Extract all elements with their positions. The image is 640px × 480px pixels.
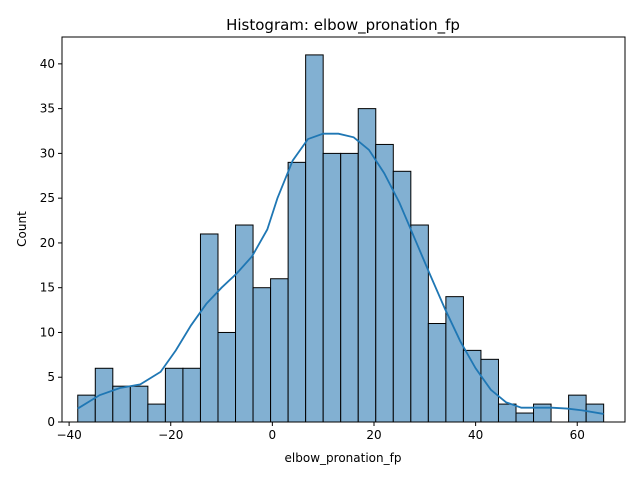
histogram-bar — [270, 278, 289, 423]
x-tick-label: 60 — [570, 428, 585, 442]
histogram-bar — [252, 287, 272, 423]
x-axis-label: elbow_pronation_fp — [285, 451, 402, 465]
y-tick-label: 10 — [40, 325, 55, 339]
x-tick-label: −20 — [158, 428, 183, 442]
y-tick-label: 20 — [40, 236, 55, 250]
histogram-bar — [235, 224, 254, 423]
histogram-bar — [410, 224, 429, 423]
y-tick-label: 35 — [40, 102, 55, 116]
y-tick-label: 0 — [47, 415, 55, 429]
y-tick-label: 40 — [40, 57, 55, 71]
x-tick-label: 0 — [269, 428, 277, 442]
y-tick-label: 30 — [40, 146, 55, 160]
histogram-bar — [182, 367, 201, 423]
y-tick-label: 15 — [40, 281, 55, 295]
histogram-bar — [515, 412, 535, 423]
histogram-bar — [322, 152, 342, 423]
histogram-bar — [287, 161, 307, 423]
plot-frame — [61, 36, 626, 423]
histogram-bar — [217, 331, 237, 423]
x-tick-label: −40 — [56, 428, 81, 442]
histogram-bar — [480, 358, 499, 423]
histogram-bar — [129, 385, 149, 423]
histogram-bar — [497, 403, 517, 423]
chart-title: Histogram: elbow_pronation_fp — [226, 16, 460, 35]
bars-group — [77, 54, 605, 423]
x-axis-ticks: −40 −20 0 20 40 60 — [56, 422, 585, 442]
x-tick-label: 20 — [366, 428, 381, 442]
y-axis-ticks: 0 5 10 15 20 25 30 35 40 — [40, 57, 62, 429]
histogram-bar — [112, 385, 131, 423]
histogram-bar — [147, 403, 166, 423]
histogram-bar — [340, 152, 359, 423]
histogram-bar — [305, 54, 324, 423]
histogram-bar — [427, 323, 447, 423]
x-tick-label: 40 — [468, 428, 483, 442]
histogram-bar — [199, 233, 219, 423]
histogram-bar — [164, 367, 184, 423]
y-tick-label: 25 — [40, 191, 55, 205]
y-tick-label: 5 — [47, 370, 55, 384]
y-axis-label: Count — [15, 211, 29, 247]
kde-curve — [77, 132, 604, 415]
